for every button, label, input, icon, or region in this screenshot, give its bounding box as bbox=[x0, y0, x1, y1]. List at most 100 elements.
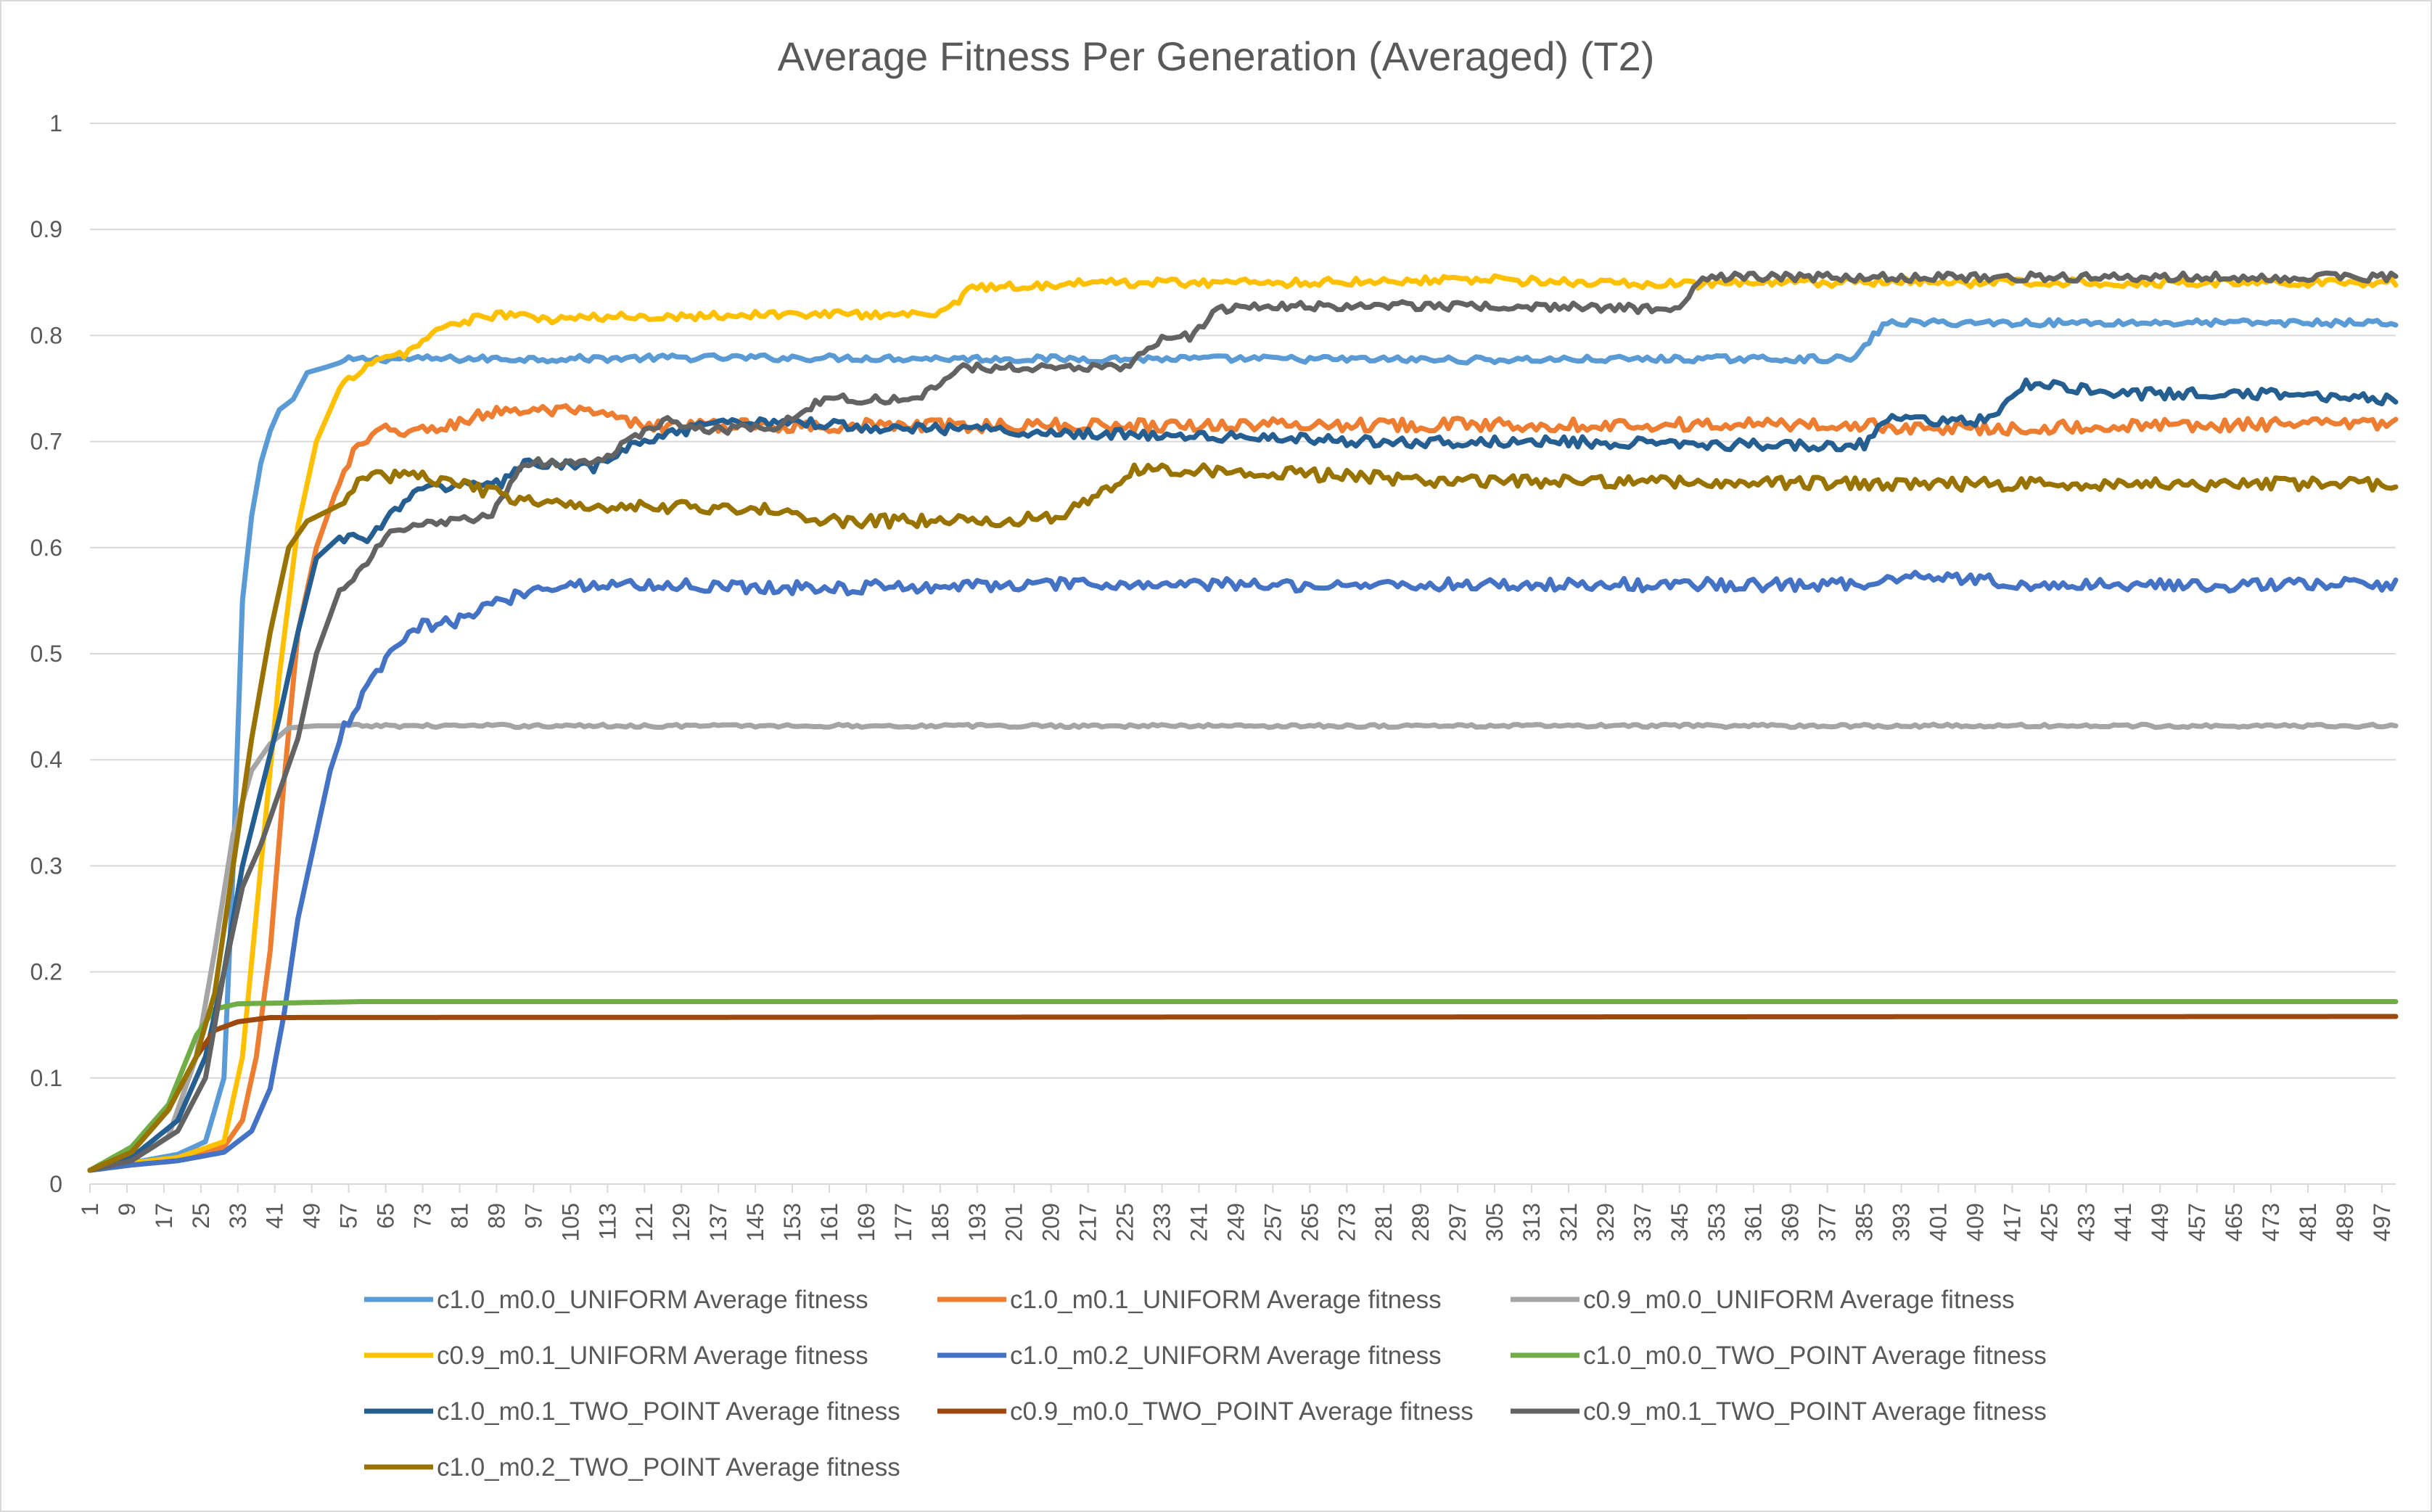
y-tick-label: 0.8 bbox=[30, 322, 62, 348]
x-tick-label: 481 bbox=[2295, 1203, 2321, 1241]
y-tick-label: 0.5 bbox=[30, 641, 62, 667]
x-tick-label: 457 bbox=[2184, 1203, 2210, 1241]
x-tick-label: 353 bbox=[1704, 1203, 1730, 1241]
x-tick-label: 121 bbox=[631, 1203, 657, 1241]
x-tick-label: 49 bbox=[299, 1203, 325, 1229]
x-tick-label: 273 bbox=[1334, 1203, 1360, 1241]
x-tick-label: 209 bbox=[1038, 1203, 1064, 1241]
legend-label: c0.9_m0.0_TWO_POINT Average fitness bbox=[1010, 1397, 1474, 1426]
x-tick-label: 369 bbox=[1778, 1203, 1804, 1241]
x-tick-label: 473 bbox=[2258, 1203, 2284, 1241]
series-line bbox=[87, 721, 2399, 1173]
legend-label: c0.9_m0.0_UNIFORM Average fitness bbox=[1583, 1286, 2015, 1314]
series-lines bbox=[87, 270, 2399, 1173]
x-tick-label: 177 bbox=[890, 1203, 916, 1241]
x-tick-label: 497 bbox=[2369, 1203, 2395, 1241]
x-tick-label: 441 bbox=[2110, 1203, 2136, 1241]
y-tick-label: 0.1 bbox=[30, 1065, 62, 1091]
x-tick-label: 401 bbox=[1925, 1203, 1951, 1241]
legend-label: c0.9_m0.1_TWO_POINT Average fitness bbox=[1583, 1397, 2047, 1426]
x-tick-label: 73 bbox=[410, 1203, 436, 1229]
x-tick-label: 393 bbox=[1889, 1203, 1915, 1241]
x-tick-label: 153 bbox=[779, 1203, 805, 1241]
x-tick-label: 377 bbox=[1815, 1203, 1841, 1241]
x-tick-label: 129 bbox=[668, 1203, 694, 1241]
x-tick-label: 193 bbox=[964, 1203, 990, 1241]
series-line bbox=[87, 999, 2399, 1173]
chart-title: Average Fitness Per Generation (Averaged… bbox=[778, 33, 1655, 79]
legend-label: c1.0_m0.1_TWO_POINT Average fitness bbox=[437, 1397, 900, 1426]
x-tick-label: 409 bbox=[1962, 1203, 1988, 1241]
x-tick-label: 217 bbox=[1075, 1203, 1101, 1241]
x-tick-label: 433 bbox=[2073, 1203, 2099, 1241]
x-tick-label: 241 bbox=[1186, 1203, 1212, 1241]
x-tick-label: 297 bbox=[1445, 1203, 1471, 1241]
x-tick-label: 425 bbox=[2036, 1203, 2062, 1241]
x-tick-label: 257 bbox=[1260, 1203, 1286, 1241]
x-tick-label: 145 bbox=[742, 1203, 768, 1241]
x-tick-label: 289 bbox=[1408, 1203, 1434, 1241]
legend-label: c1.0_m0.2_TWO_POINT Average fitness bbox=[437, 1453, 900, 1482]
y-axis-tick-labels: 0 0.1 0.2 0.3 0.4 0.5 0.6 0.7 0.8 0.9 1 bbox=[30, 110, 62, 1197]
x-tick-label: 57 bbox=[336, 1203, 362, 1229]
x-tick-label: 1 bbox=[77, 1203, 103, 1216]
x-tick-label: 65 bbox=[373, 1203, 399, 1229]
y-tick-label: 0.6 bbox=[30, 535, 62, 561]
legend-label: c0.9_m0.1_UNIFORM Average fitness bbox=[437, 1342, 868, 1370]
x-tick-label: 185 bbox=[927, 1203, 953, 1241]
x-tick-label: 249 bbox=[1223, 1203, 1249, 1241]
x-tick-label: 465 bbox=[2221, 1203, 2247, 1241]
y-tick-label: 0.3 bbox=[30, 852, 62, 879]
legend: c1.0_m0.0_UNIFORM Average fitness c1.0_m0… bbox=[364, 1286, 2047, 1482]
x-tick-label: 321 bbox=[1556, 1203, 1582, 1241]
x-axis-tick-labels: 1 9 17 25 33 41 49 57 65 73 81 89 97 105 113 121 129 137 1… bbox=[77, 1203, 2395, 1241]
x-tick-label: 33 bbox=[225, 1203, 251, 1229]
y-tick-label: 0.7 bbox=[30, 429, 62, 455]
x-tick-label: 17 bbox=[151, 1203, 177, 1229]
legend-label: c1.0_m0.2_UNIFORM Average fitness bbox=[1010, 1342, 1442, 1370]
x-tick-label: 417 bbox=[1999, 1203, 2025, 1241]
x-tick-label: 233 bbox=[1149, 1203, 1175, 1241]
x-tick-label: 225 bbox=[1112, 1203, 1138, 1241]
legend-label: c1.0_m0.1_UNIFORM Average fitness bbox=[1010, 1286, 1442, 1314]
x-tick-label: 113 bbox=[594, 1203, 620, 1240]
y-tick-label: 0.2 bbox=[30, 959, 62, 985]
y-tick-label: 0 bbox=[49, 1171, 62, 1197]
x-tick-label: 169 bbox=[853, 1203, 879, 1241]
x-tick-label: 313 bbox=[1519, 1203, 1545, 1241]
x-tick-label: 361 bbox=[1741, 1203, 1767, 1241]
x-tick-label: 161 bbox=[816, 1203, 842, 1241]
x-tick-label: 9 bbox=[114, 1203, 140, 1216]
x-tick-label: 337 bbox=[1630, 1203, 1656, 1241]
y-tick-label: 0.9 bbox=[30, 216, 62, 242]
x-tick-label: 81 bbox=[446, 1203, 472, 1229]
x-tick-label: 97 bbox=[520, 1203, 546, 1229]
legend-label: c1.0_m0.0_UNIFORM Average fitness bbox=[437, 1286, 868, 1314]
x-tick-label: 489 bbox=[2332, 1203, 2358, 1241]
series-line bbox=[87, 1014, 2399, 1173]
x-tick-label: 305 bbox=[1482, 1203, 1508, 1241]
x-tick-label: 201 bbox=[1001, 1203, 1027, 1241]
y-tick-label: 0.4 bbox=[30, 747, 62, 773]
x-tick-label: 265 bbox=[1297, 1203, 1323, 1241]
x-tick-label: 385 bbox=[1852, 1203, 1878, 1241]
series-line bbox=[87, 270, 2399, 1173]
series-line bbox=[87, 462, 2399, 1173]
series-line bbox=[87, 317, 2399, 1173]
x-tick-label: 137 bbox=[705, 1203, 731, 1241]
y-tick-label: 1 bbox=[49, 110, 62, 136]
x-tick-label: 89 bbox=[483, 1203, 509, 1229]
legend-label: c1.0_m0.0_TWO_POINT Average fitness bbox=[1583, 1342, 2047, 1370]
x-tick-label: 281 bbox=[1371, 1203, 1397, 1241]
series-line bbox=[87, 377, 2399, 1173]
x-tick-label: 105 bbox=[557, 1203, 583, 1241]
series-line bbox=[87, 273, 2399, 1173]
x-tick-label: 25 bbox=[188, 1203, 214, 1229]
x-tick-label: 41 bbox=[262, 1203, 288, 1229]
x-tick-label: 329 bbox=[1593, 1203, 1619, 1241]
x-tick-label: 449 bbox=[2147, 1203, 2173, 1241]
x-tick-label: 345 bbox=[1667, 1203, 1693, 1241]
series-line bbox=[87, 570, 2399, 1173]
